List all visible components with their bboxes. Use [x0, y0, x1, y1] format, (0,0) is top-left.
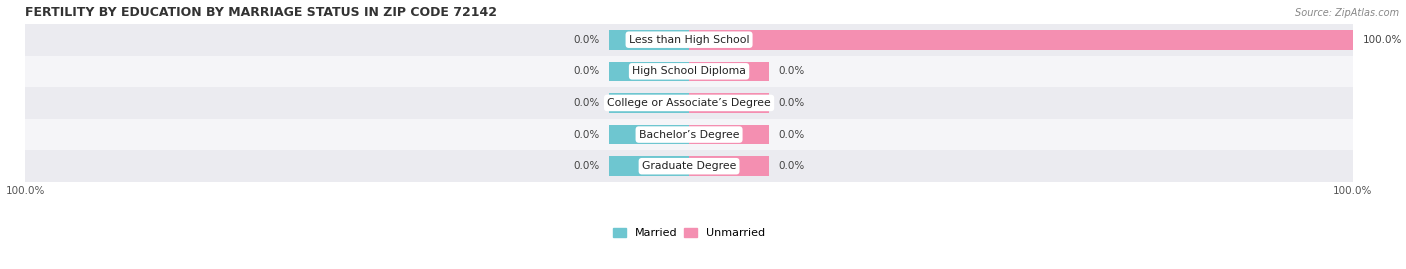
Text: 0.0%: 0.0%: [779, 161, 806, 171]
Bar: [25, 55, 1353, 87]
Text: 0.0%: 0.0%: [574, 161, 599, 171]
Text: FERTILITY BY EDUCATION BY MARRIAGE STATUS IN ZIP CODE 72142: FERTILITY BY EDUCATION BY MARRIAGE STATU…: [25, 6, 498, 19]
Text: College or Associate’s Degree: College or Associate’s Degree: [607, 98, 770, 108]
Bar: [609, 93, 689, 113]
Bar: [609, 156, 689, 176]
Bar: [689, 156, 769, 176]
Bar: [25, 24, 1353, 55]
Text: High School Diploma: High School Diploma: [633, 66, 747, 76]
Bar: [25, 150, 1353, 182]
Text: 0.0%: 0.0%: [779, 98, 806, 108]
Bar: [689, 125, 769, 144]
Text: 0.0%: 0.0%: [574, 98, 599, 108]
Text: 100.0%: 100.0%: [1362, 35, 1402, 45]
Text: 0.0%: 0.0%: [779, 66, 806, 76]
Legend: Married, Unmarried: Married, Unmarried: [609, 224, 770, 243]
Text: 0.0%: 0.0%: [574, 66, 599, 76]
Text: 0.0%: 0.0%: [779, 130, 806, 140]
Bar: [689, 30, 1353, 49]
Text: Source: ZipAtlas.com: Source: ZipAtlas.com: [1295, 8, 1399, 18]
Text: 0.0%: 0.0%: [574, 35, 599, 45]
Bar: [609, 30, 689, 49]
Text: 0.0%: 0.0%: [574, 130, 599, 140]
Bar: [25, 87, 1353, 119]
Text: Less than High School: Less than High School: [628, 35, 749, 45]
Text: Bachelor’s Degree: Bachelor’s Degree: [638, 130, 740, 140]
Bar: [609, 62, 689, 81]
Bar: [25, 119, 1353, 150]
Bar: [689, 93, 769, 113]
Bar: [609, 125, 689, 144]
Bar: [689, 62, 769, 81]
Text: Graduate Degree: Graduate Degree: [643, 161, 737, 171]
